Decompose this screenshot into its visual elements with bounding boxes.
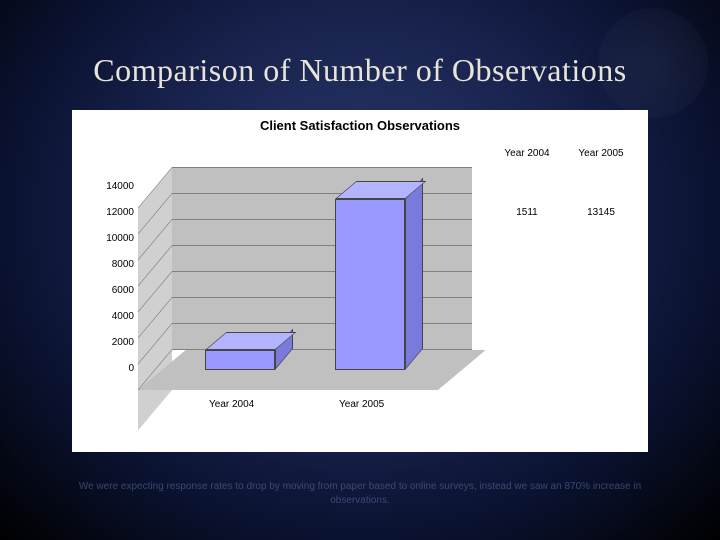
- xlabel-1: Year 2005: [339, 399, 384, 410]
- bar-front: [335, 199, 405, 370]
- ytick-label: 4000: [90, 311, 134, 322]
- ytick-label: 8000: [90, 259, 134, 270]
- bar-side: [405, 178, 423, 370]
- chart-title: Client Satisfaction Observations: [72, 118, 648, 133]
- table-cell-1: 13145: [564, 203, 638, 222]
- xlabel-0: Year 2004: [209, 399, 254, 410]
- plot-area: 0 2000 4000 6000 8000 10000 12000 14000 Year 20…: [90, 140, 490, 418]
- data-table: Year 2004 Year 2005 1511 13145: [490, 144, 638, 222]
- slide-title: Comparison of Number of Observations: [0, 52, 720, 89]
- gridline: [172, 219, 472, 220]
- footnote: We were expecting response rates to drop…: [60, 480, 660, 508]
- chart-panel: Client Satisfaction Observations 0 2000 40…: [72, 110, 648, 452]
- table-cell-0: 1511: [490, 203, 564, 222]
- ytick-label: 0: [90, 363, 134, 374]
- gridline: [172, 297, 472, 298]
- gridline: [172, 271, 472, 272]
- plot-floor: [138, 350, 486, 390]
- gridline: [172, 323, 472, 324]
- plot-side-wall: [138, 168, 172, 431]
- bar-front: [205, 350, 275, 370]
- table-header-1: Year 2005: [564, 144, 638, 163]
- ytick-label: 6000: [90, 285, 134, 296]
- ytick-label: 2000: [90, 337, 134, 348]
- ytick-label: 12000: [90, 207, 134, 218]
- ytick-label: 14000: [90, 181, 134, 192]
- gridline: [172, 193, 472, 194]
- gridline: [172, 245, 472, 246]
- table-header-0: Year 2004: [490, 144, 564, 163]
- gridline: [172, 167, 472, 168]
- ytick-label: 10000: [90, 233, 134, 244]
